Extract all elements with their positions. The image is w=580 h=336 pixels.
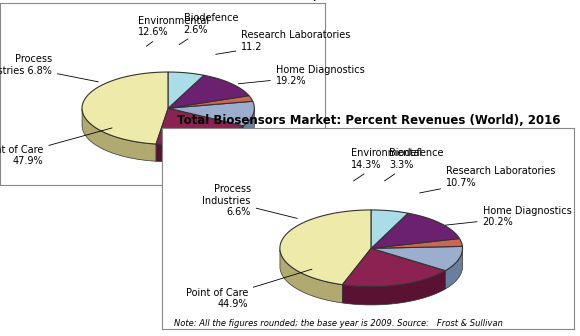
Polygon shape [371,213,459,248]
Text: Biodefence
2.6%: Biodefence 2.6% [179,13,238,45]
Polygon shape [168,101,255,126]
Title: Total Biosensors Market: Percent Revenues (World), 2009: Total Biosensors Market: Percent Revenue… [0,0,354,2]
Polygon shape [168,96,253,108]
Polygon shape [342,248,445,287]
Polygon shape [156,108,244,144]
Polygon shape [371,246,462,270]
Text: Biodefence
3.3%: Biodefence 3.3% [385,148,444,181]
Polygon shape [168,72,204,108]
Polygon shape [244,109,255,143]
Text: Process
Industries
6.6%: Process Industries 6.6% [202,184,298,218]
Polygon shape [342,270,445,305]
Text: Home Diagnostics
19.2%: Home Diagnostics 19.2% [238,65,365,86]
Text: Point of Care
44.9%: Point of Care 44.9% [186,269,312,309]
Text: Note: All the figures rounded; the base year is 2009. Source:   Frost & Sullivan: Note: All the figures rounded; the base … [174,319,503,328]
Text: Research Laboratories
11.2: Research Laboratories 11.2 [216,30,351,54]
Text: Point of Care
47.9%: Point of Care 47.9% [0,128,112,166]
Polygon shape [280,250,342,303]
Polygon shape [371,210,408,248]
Polygon shape [445,249,462,289]
Polygon shape [82,72,168,144]
Polygon shape [82,109,156,161]
Text: Environmental
14.3%: Environmental 14.3% [351,148,422,181]
Text: Home Diagnostics
20.2%: Home Diagnostics 20.2% [445,206,571,227]
Text: Process
Industries 6.8%: Process Industries 6.8% [0,54,98,82]
Polygon shape [168,75,249,108]
Text: Research Laboratories
10.7%: Research Laboratories 10.7% [419,166,556,193]
Polygon shape [156,126,244,162]
Text: Environmental
12.6%: Environmental 12.6% [138,15,209,46]
Polygon shape [371,239,462,248]
Title: Total Biosensors Market: Percent Revenues (World), 2016: Total Biosensors Market: Percent Revenue… [176,114,560,127]
Polygon shape [280,210,371,285]
